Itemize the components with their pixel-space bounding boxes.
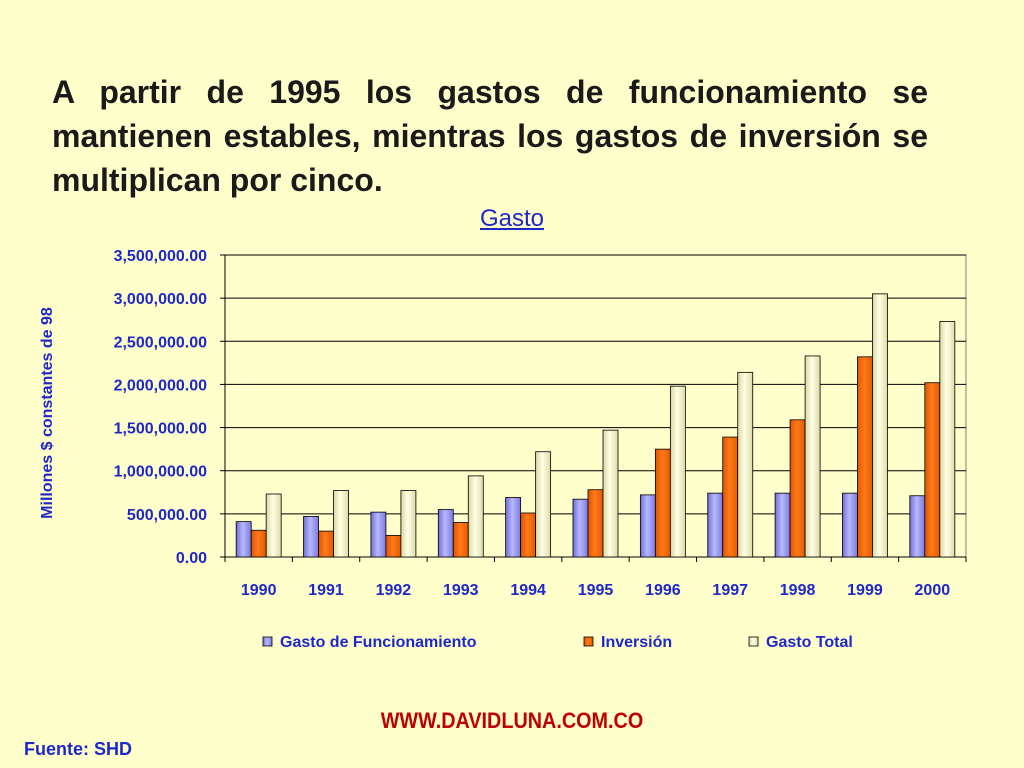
y-tick-label: 2,500,000.00 (114, 334, 208, 351)
bar-inversi-n-1996 (654, 448, 671, 558)
y-tick-label: 500,000.00 (127, 507, 207, 524)
legend-swatch-2 (748, 636, 759, 647)
legend-label-1: Inversión (601, 634, 672, 651)
legend-swatch-0 (262, 636, 273, 647)
bar-inversi-n-1993 (452, 522, 469, 558)
bar-gasto-de-funcionamiento-1994 (505, 497, 522, 558)
bar-gasto-de-funcionamiento-1998 (774, 492, 791, 558)
x-tick-label: 1993 (443, 582, 479, 599)
bar-gasto-total-1996 (669, 385, 686, 558)
x-tick-label: 1997 (712, 582, 748, 599)
y-tick-label: 0.00 (176, 550, 207, 567)
x-tick-label: 1991 (308, 582, 344, 599)
y-tick-label: 2,000,000.00 (114, 377, 208, 394)
bar-gasto-de-funcionamiento-1992 (370, 511, 387, 558)
x-tick-label: 2000 (915, 582, 951, 599)
bar-gasto-total-1997 (737, 371, 754, 558)
y-tick-label: 3,000,000.00 (114, 291, 208, 308)
bar-gasto-de-funcionamiento-1993 (437, 509, 454, 558)
bar-gasto-de-funcionamiento-1997 (707, 492, 724, 558)
x-tick-label: 1992 (376, 582, 412, 599)
bar-inversi-n-1997 (722, 436, 739, 558)
x-tick-label: 1990 (241, 582, 277, 599)
legend-label-0: Gasto de Funcionamiento (280, 634, 477, 651)
bar-gasto-total-1999 (872, 293, 888, 558)
footer-url: WWW.DAVIDLUNA.COM.CO (380, 708, 644, 733)
bar-gasto-total-1993 (467, 475, 484, 558)
bar-gasto-de-funcionamiento-2000 (909, 495, 926, 558)
bar-inversi-n-1992 (385, 535, 402, 558)
bar-inversi-n-1999 (857, 356, 873, 558)
bar-gasto-total-1991 (333, 490, 349, 558)
bar-inversi-n-2000 (924, 382, 941, 558)
bar-gasto-total-2000 (939, 321, 956, 558)
x-tick-label: 1995 (578, 582, 614, 599)
x-tick-label: 1996 (645, 582, 681, 599)
y-tick-label: 1,000,000.00 (114, 464, 208, 481)
bar-inversi-n-1990 (250, 529, 267, 558)
legend-swatch-1 (583, 636, 594, 647)
y-axis-title: Millones $ constantes de 98 (39, 307, 56, 519)
x-tick-label: 1994 (510, 582, 546, 599)
bar-gasto-total-1994 (535, 451, 552, 558)
bar-inversi-n-1995 (587, 489, 604, 558)
x-tick-label: 1998 (780, 582, 816, 599)
y-tick-label: 3,500,000.00 (114, 248, 208, 265)
bar-gasto-total-1998 (804, 355, 821, 558)
bar-gasto-total-1992 (400, 490, 417, 558)
bar-inversi-n-1991 (318, 530, 334, 558)
bar-inversi-n-1998 (789, 419, 806, 558)
bar-gasto-de-funcionamiento-1991 (303, 516, 319, 558)
bar-gasto-de-funcionamiento-1995 (572, 498, 589, 558)
bar-gasto-de-funcionamiento-1990 (235, 521, 252, 558)
y-tick-label: 1,500,000.00 (114, 421, 208, 438)
source-label: Fuente: SHD (24, 739, 132, 759)
chart-title: Gasto (479, 205, 545, 232)
legend-label-2: Gasto Total (766, 634, 853, 651)
headline: A partir de 1995 los gastos de funcionam… (52, 74, 928, 198)
bar-gasto-de-funcionamiento-1999 (842, 492, 858, 558)
bar-gasto-total-1995 (602, 429, 619, 558)
bar-gasto-total-1990 (265, 493, 282, 558)
x-tick-label: 1999 (847, 582, 883, 599)
bar-gasto-de-funcionamiento-1996 (639, 494, 656, 558)
bar-chart: 0.00 500,000.00 1,000,000.00 1,500,000.00 2,… (39, 248, 967, 651)
bar-inversi-n-1994 (520, 512, 537, 558)
